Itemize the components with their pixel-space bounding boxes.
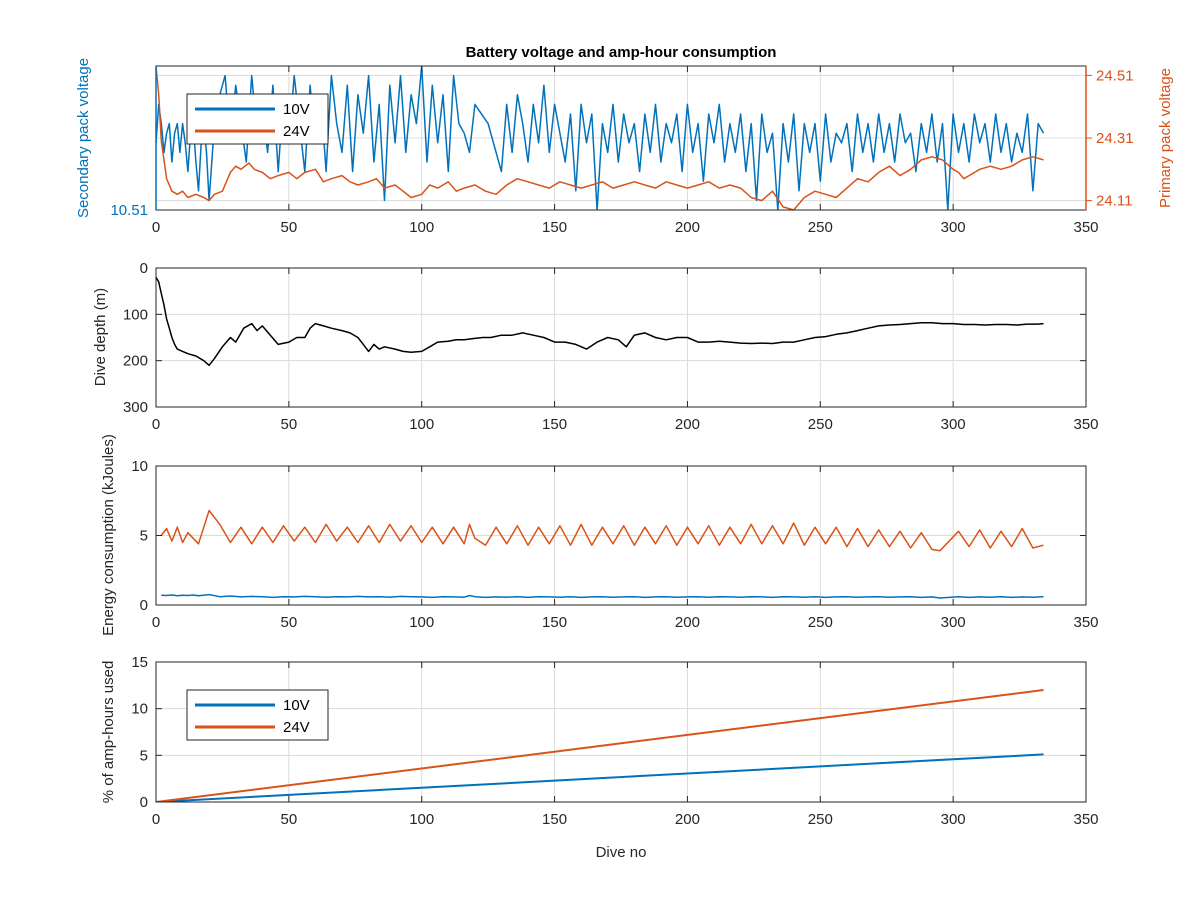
y-tick-label: 10: [131, 458, 148, 475]
x-tick-label: 200: [675, 614, 700, 631]
series-24V-line: [156, 689, 1044, 802]
x-tick-label: 250: [808, 219, 833, 236]
right-y-tick-label: 24.51: [1096, 67, 1134, 84]
y-tick-label: 10.51: [110, 202, 148, 219]
y-tick-label: 300: [123, 399, 148, 416]
x-tick-label: 200: [675, 219, 700, 236]
y-tick-label: 0: [140, 597, 148, 614]
x-tick-label: 100: [409, 614, 434, 631]
y-tick-label: 10: [131, 701, 148, 718]
x-tick-label: 150: [542, 811, 567, 828]
series-10V-line: [161, 593, 1044, 599]
y-tick-label: 5: [140, 747, 148, 764]
x-tick-label: 100: [409, 416, 434, 433]
energy-axes: 0 50 100 150 200 250 300 350 0 5 10: [131, 458, 1098, 631]
x-tick-label: 350: [1073, 811, 1098, 828]
x-tick-label: 200: [675, 416, 700, 433]
x-tick-label: 0: [152, 614, 160, 631]
x-tick-label: 300: [941, 416, 966, 433]
y-label-depth: Dive depth (m): [92, 288, 109, 386]
x-label-dive-no: Dive no: [596, 844, 647, 861]
right-y-tick-label: 24.31: [1096, 130, 1134, 147]
x-tick-label: 200: [675, 811, 700, 828]
x-tick-label: 150: [542, 614, 567, 631]
x-tick-label: 300: [941, 614, 966, 631]
y-tick-label: 100: [123, 306, 148, 323]
right-y-tick-label: 24.11: [1096, 193, 1132, 210]
left-y-label-voltage: Secondary pack voltage: [75, 58, 92, 218]
x-tick-label: 0: [152, 811, 160, 828]
x-tick-label: 100: [409, 219, 434, 236]
x-tick-label: 50: [281, 614, 298, 631]
axes-frame: [155, 661, 1087, 803]
depth-axes: 0 50 100 150 200 250 300 350 0 100 200 300: [123, 260, 1099, 433]
y-label-energy: Energy consumption (kJoules): [100, 434, 117, 636]
y-tick-label: 0: [140, 794, 148, 811]
y-label-amp-hours: % of amp-hours used: [100, 661, 117, 804]
x-tick-label: 350: [1073, 416, 1098, 433]
x-tick-label: 50: [281, 219, 298, 236]
series-24V-line: [156, 66, 1044, 210]
legend-label-24V: 24V: [283, 123, 310, 140]
x-tick-label: 100: [409, 811, 434, 828]
right-y-label-voltage: Primary pack voltage: [1157, 68, 1174, 208]
x-tick-label: 300: [941, 811, 966, 828]
legend-box: [186, 689, 329, 741]
series-10V-line: [156, 753, 1044, 802]
x-tick-label: 250: [808, 614, 833, 631]
legend-box: [186, 93, 329, 145]
y-tick-label: 5: [140, 528, 148, 545]
x-tick-label: 50: [281, 811, 298, 828]
x-tick-label: 150: [542, 219, 567, 236]
voltage-axes: 0 50 100 150 200 250 300 350 10.51 24.11 24.31 24.5…: [110, 65, 1134, 236]
series-depth-line: [156, 276, 1044, 367]
x-tick-label: 300: [941, 219, 966, 236]
x-tick-label: 0: [152, 416, 160, 433]
x-tick-label: 50: [281, 416, 298, 433]
series-24V-line: [160, 509, 1044, 552]
x-tick-label: 250: [808, 811, 833, 828]
legend-label-10V: 10V: [283, 697, 310, 714]
y-tick-label: 15: [131, 654, 148, 671]
legend-label-24V: 24V: [283, 719, 310, 736]
axes-frame: [155, 267, 1087, 408]
y-tick-label: 0: [140, 260, 148, 277]
legend-label-10V: 10V: [283, 101, 310, 118]
y-tick-label: 200: [123, 353, 148, 370]
x-tick-label: 0: [152, 219, 160, 236]
x-tick-label: 250: [808, 416, 833, 433]
x-tick-label: 350: [1073, 219, 1098, 236]
chart-title: Battery voltage and amp-hour consumption: [466, 44, 777, 61]
x-tick-label: 350: [1073, 614, 1098, 631]
x-tick-label: 150: [542, 416, 567, 433]
